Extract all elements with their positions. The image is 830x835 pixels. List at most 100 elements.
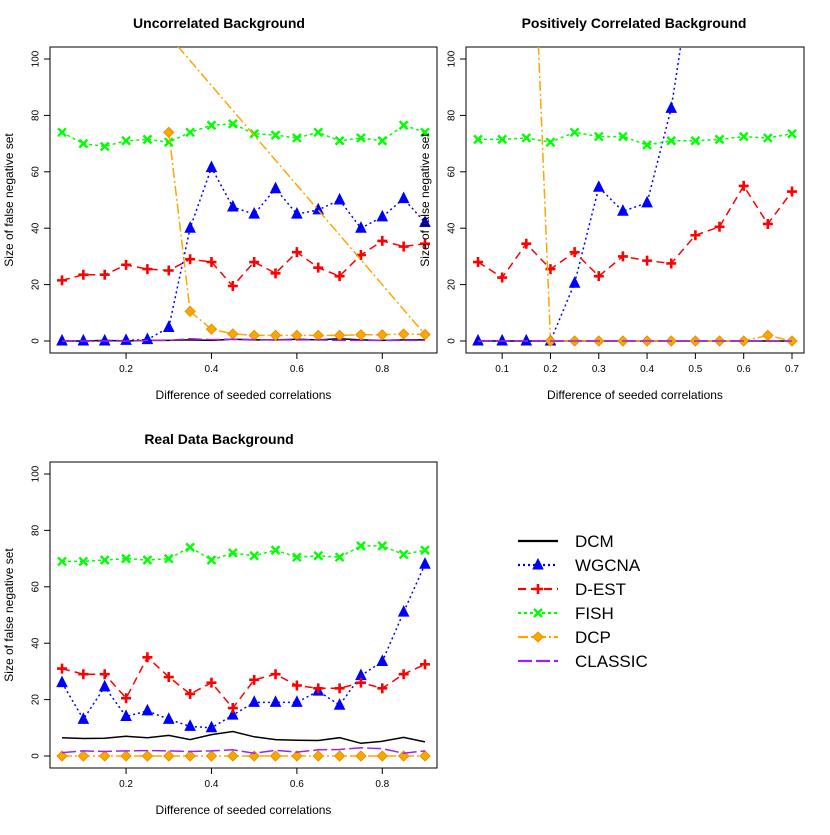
plot-frame bbox=[49, 46, 438, 354]
marker-fish bbox=[227, 548, 238, 558]
marker-dcp bbox=[312, 329, 324, 342]
x-tick-label: 0.6 bbox=[290, 779, 304, 790]
marker-wgcna bbox=[419, 557, 431, 569]
x-tick-label: 0.4 bbox=[205, 364, 219, 375]
marker-d-est bbox=[666, 258, 677, 269]
marker-dcp bbox=[355, 329, 367, 341]
marker-fish bbox=[787, 128, 797, 139]
x-tick-label: 0.5 bbox=[688, 364, 702, 375]
marker-d-est bbox=[206, 257, 217, 268]
marker-fish bbox=[473, 134, 483, 145]
marker-d-est bbox=[78, 669, 89, 680]
marker-fish bbox=[249, 128, 260, 139]
marker-d-est bbox=[617, 251, 628, 262]
series-line-wgcna bbox=[62, 165, 426, 342]
marker-d-est bbox=[377, 683, 388, 694]
marker-d-est bbox=[185, 688, 196, 699]
series-line-wgcna bbox=[61, 563, 426, 729]
y-tick-label: 40 bbox=[31, 222, 42, 234]
marker-fish bbox=[292, 133, 302, 143]
marker-wgcna bbox=[472, 333, 484, 346]
marker-fish bbox=[99, 141, 110, 152]
y-tick-label: 80 bbox=[447, 109, 458, 121]
marker-dcp bbox=[312, 750, 324, 762]
marker-d-est bbox=[497, 272, 508, 283]
marker-d-est bbox=[121, 259, 132, 270]
x-tick-label: 0.2 bbox=[119, 364, 133, 375]
marker-fish bbox=[334, 552, 345, 563]
marker-d-est bbox=[291, 247, 302, 258]
marker-d-est bbox=[398, 669, 409, 680]
marker-wgcna bbox=[291, 695, 303, 707]
y-tick-label: 0 bbox=[31, 338, 42, 344]
marker-wgcna bbox=[376, 654, 389, 667]
panel-title: Positively Correlated Background bbox=[522, 15, 747, 31]
y-tick-label: 20 bbox=[447, 279, 458, 291]
marker-d-est bbox=[334, 271, 345, 282]
marker-wgcna bbox=[184, 221, 196, 233]
legend: DCM WGCNA D-EST FISH DCP CLASSIC bbox=[518, 532, 648, 671]
x-tick-label: 0.4 bbox=[205, 779, 219, 790]
marker-wgcna bbox=[141, 703, 154, 716]
marker-wgcna bbox=[419, 215, 431, 228]
marker-dcp bbox=[184, 305, 196, 318]
marker-fish bbox=[185, 127, 195, 138]
series-line-fish bbox=[62, 545, 426, 563]
marker-wgcna bbox=[520, 333, 533, 346]
marker-d-est bbox=[142, 264, 153, 275]
series-group bbox=[56, 47, 431, 346]
marker-d-est bbox=[569, 247, 580, 258]
marker-fish bbox=[78, 556, 89, 567]
legend-label-dcm: DCM bbox=[575, 532, 614, 551]
marker-d-est bbox=[185, 254, 196, 265]
marker-d-est bbox=[787, 186, 797, 197]
marker-fish bbox=[206, 555, 217, 565]
y-tick-label: 60 bbox=[447, 166, 458, 178]
marker-wgcna bbox=[120, 709, 132, 722]
y-tick-label: 80 bbox=[31, 109, 42, 121]
marker-dcp bbox=[248, 329, 260, 342]
marker-fish bbox=[714, 134, 725, 145]
marker-fish bbox=[206, 120, 217, 131]
y-axis-label: Size of false negative set bbox=[2, 133, 16, 267]
y-tick-label: 40 bbox=[31, 637, 42, 649]
y-tick-label: 100 bbox=[31, 50, 42, 67]
marker-fish bbox=[163, 553, 174, 564]
marker-dcp bbox=[120, 750, 132, 762]
marker-d-est bbox=[78, 269, 89, 280]
marker-d-est bbox=[398, 241, 409, 252]
marker-fish bbox=[249, 550, 260, 561]
plot-frame bbox=[49, 461, 438, 769]
marker-dcp bbox=[269, 750, 282, 762]
legend-label-dcp: DCP bbox=[575, 628, 611, 647]
marker-fish bbox=[270, 130, 281, 140]
marker-fish bbox=[163, 137, 174, 148]
marker-fish bbox=[666, 135, 677, 146]
marker-fish bbox=[545, 137, 556, 148]
marker-wgcna bbox=[77, 333, 90, 346]
marker-wgcna bbox=[397, 191, 410, 204]
marker-d-est bbox=[121, 693, 132, 704]
x-tick-label: 0.2 bbox=[544, 364, 558, 375]
series-line-classic bbox=[62, 337, 425, 342]
marker-fish bbox=[642, 140, 652, 150]
x-tick-label: 0.2 bbox=[119, 779, 133, 790]
series-line-fish bbox=[478, 131, 793, 146]
marker-fish bbox=[690, 135, 701, 146]
marker-fish bbox=[377, 135, 388, 146]
series-line-dcp bbox=[537, 47, 793, 342]
marker-dcp bbox=[163, 126, 175, 139]
series-line-d-est bbox=[61, 656, 426, 710]
marker-wgcna bbox=[376, 209, 389, 222]
marker-fish bbox=[78, 138, 89, 149]
marker-dcp bbox=[419, 328, 431, 341]
chart-panel-3: Real Data Background 0 20 40 60 80 100 0.2 0.4 0.… bbox=[2, 431, 438, 817]
y-tick-label: 40 bbox=[447, 222, 458, 234]
x-tick-label: 0.6 bbox=[737, 364, 751, 375]
marker-wgcna bbox=[77, 712, 90, 724]
marker-dcp bbox=[376, 750, 389, 762]
legend-marker-fish bbox=[533, 608, 543, 618]
marker-d-est bbox=[99, 669, 110, 680]
marker-d-est bbox=[99, 269, 110, 280]
